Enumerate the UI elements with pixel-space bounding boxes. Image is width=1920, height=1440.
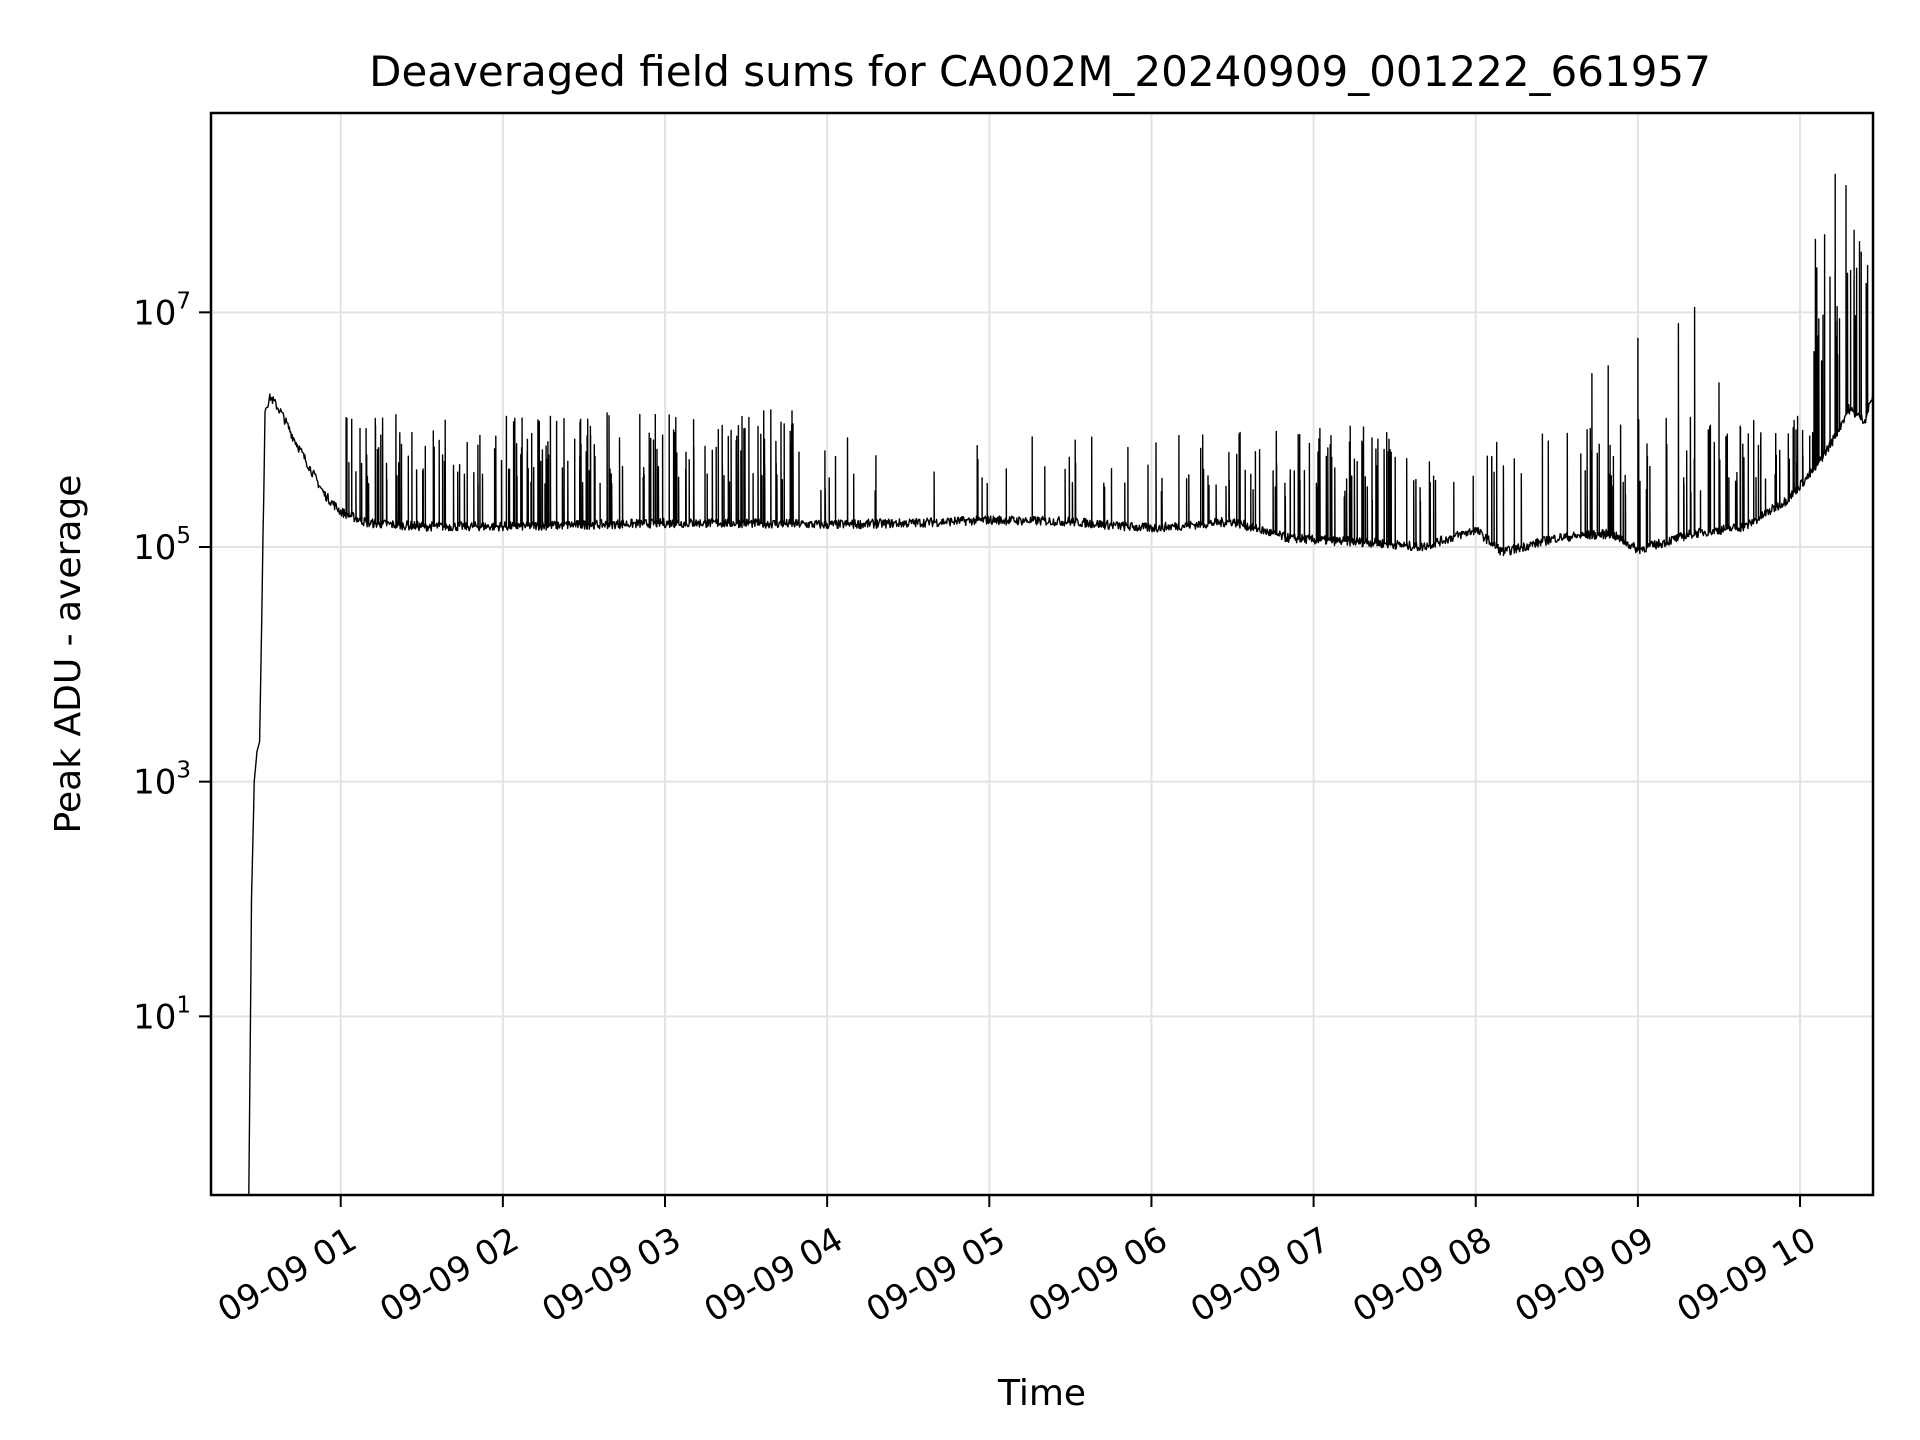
y-axis-label: Peak ADU - average: [48, 475, 89, 834]
x-tick-label: 09-09 08: [1346, 1220, 1498, 1331]
y-tick-label: 101: [133, 992, 191, 1037]
x-tick-label: 09-09 04: [698, 1220, 850, 1331]
x-tick-label: 09-09 10: [1671, 1220, 1823, 1331]
x-tick-label: 09-09 01: [211, 1220, 363, 1331]
series-layer: [248, 173, 1874, 1196]
grid-lines: [211, 113, 1873, 1195]
x-tick-label: 09-09 05: [860, 1220, 1012, 1331]
y-tick-label: 103: [133, 758, 191, 803]
x-tick-label: 09-09 06: [1022, 1220, 1174, 1331]
chart-title: Deaveraged field sums for CA002M_2024090…: [369, 47, 1711, 96]
y-tick-label: 105: [133, 523, 191, 568]
y-tick-label: 107: [133, 288, 191, 333]
x-tick-label: 09-09 07: [1184, 1220, 1336, 1331]
x-tick-label: 09-09 02: [373, 1220, 525, 1331]
y-axis-ticks: 101 103 105 107: [133, 288, 211, 1037]
x-tick-label: 09-09 03: [536, 1220, 688, 1331]
x-axis-label: Time: [997, 1373, 1086, 1414]
x-axis-ticks: 09-09 01 09-09 02 09-09 03 09-09 04 09-09 05…: [211, 1195, 1823, 1331]
x-tick-label: 09-09 09: [1508, 1220, 1660, 1331]
plot-frame: [209, 111, 1875, 1197]
field-sum-line: [248, 173, 1874, 1196]
